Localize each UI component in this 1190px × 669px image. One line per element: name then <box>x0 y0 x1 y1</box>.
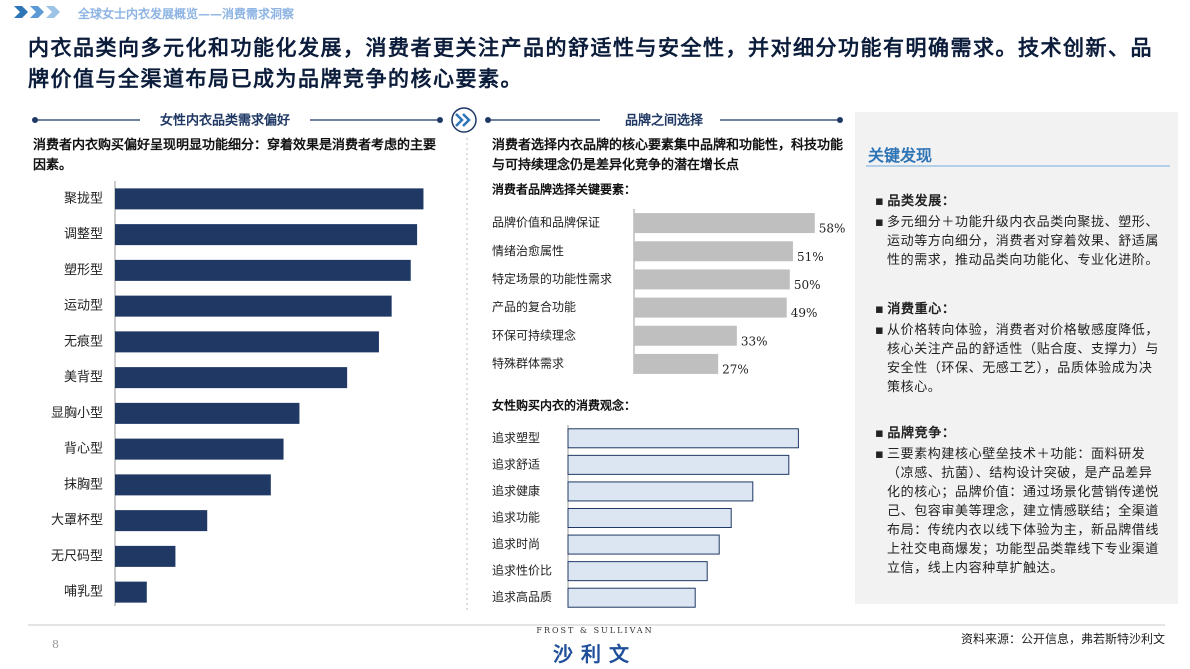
source: 资料来源：公开信息，弗若斯特沙利文 <box>960 632 1165 646</box>
bar <box>115 474 271 496</box>
bar <box>115 510 208 532</box>
finding-text: 三要素构建核心壁垒技术＋功能：面料研发（凉感、抗菌）、结构设计突破，是产品差异化… <box>875 445 1165 578</box>
logo-en: FROST & SULLIVAN <box>536 626 654 635</box>
bar <box>567 587 696 608</box>
panel-subtitle: 消费者选择内衣品牌的核心要素集中品牌和功能性，科技功能与可持续理念仍是差异化竞争… <box>492 138 844 173</box>
finding-heading: 品类发展： <box>875 192 1165 211</box>
bar <box>634 241 793 262</box>
bar <box>634 325 737 346</box>
category-label: 显胸小型 <box>51 406 103 421</box>
category-label: 追求高品质 <box>492 589 552 604</box>
value-label: 33% <box>741 334 768 348</box>
bar <box>115 438 284 460</box>
bar <box>115 224 418 246</box>
panel-subtitle: 消费者内衣购买偏好呈现明显功能细分：穿着效果是消费者考虑的主要因素。 <box>33 138 437 173</box>
value-label: 49% <box>791 306 818 320</box>
bar <box>634 213 815 234</box>
finding: 消费重心： 从价格转向体验，消费者对价格敏感度降低，核心关注产品的舒适性（贴合度… <box>875 300 1165 397</box>
category-label: 追求功能 <box>492 510 540 525</box>
headline: 内衣品类向多元化和功能化发展，消费者更关注产品的舒适性与安全性，并对细分功能有明… <box>28 35 1153 91</box>
logo-cn: 沙利文 <box>553 642 637 666</box>
category-label: 背心型 <box>64 442 103 457</box>
category-label: 追求时尚 <box>492 536 540 551</box>
value-label: 51% <box>797 250 824 264</box>
panel-header-bg <box>600 110 720 130</box>
bar <box>567 428 799 449</box>
category-label: 追求健康 <box>492 483 540 498</box>
category-label: 情绪治愈属性 <box>492 243 564 258</box>
bar <box>634 353 719 374</box>
bar <box>115 402 300 424</box>
arrow-icon <box>451 107 477 133</box>
page-number: 8 <box>52 638 59 651</box>
bar <box>115 367 348 389</box>
value-label: 50% <box>794 278 821 292</box>
bar <box>567 481 754 502</box>
bar <box>115 581 147 603</box>
category-label: 追求塑型 <box>492 430 540 445</box>
panel-header-dot <box>32 117 843 123</box>
value-label: 58% <box>819 222 846 236</box>
category-label: 追求舒适 <box>492 456 540 471</box>
finding-text: 从价格转向体验，消费者对价格敏感度降低，核心关注产品的舒适性（贴合度、支撑力）与… <box>875 321 1165 397</box>
category-label: 无尺码型 <box>51 549 103 564</box>
finding: 品牌竞争： 三要素构建核心壁垒技术＋功能：面料研发（凉感、抗菌）、结构设计突破，… <box>875 424 1165 578</box>
bar <box>115 259 411 281</box>
finding-text: 多元细分＋功能升级内衣品类向聚拢、塑形、运动等方向细分，消费者对穿着效果、舒适属… <box>875 213 1165 270</box>
category-label: 品牌价值和品牌保证 <box>492 215 600 230</box>
chart-title: 消费者品牌选择关键要素： <box>492 182 636 197</box>
value-label: 27% <box>722 362 749 376</box>
findings-title: 关键发现 <box>868 146 933 165</box>
bar <box>115 295 392 317</box>
finding-heading: 品牌竞争： <box>875 424 1165 443</box>
panel-title: 品牌之间选择 <box>625 113 704 129</box>
bar <box>567 534 720 555</box>
category-label: 环保可持续理念 <box>492 327 576 342</box>
panel-title: 女性内衣品类需求偏好 <box>160 113 290 129</box>
category-label: 塑形型 <box>64 263 103 278</box>
category-label: 调整型 <box>64 227 103 242</box>
category-label: 追求性价比 <box>492 563 552 578</box>
breadcrumb-icon <box>14 6 60 18</box>
category-label: 产品的复合功能 <box>492 299 576 314</box>
arrow-icon <box>455 113 471 127</box>
category-label: 运动型 <box>64 299 103 314</box>
category-label: 美背型 <box>64 370 103 385</box>
category-label: 哺乳型 <box>64 585 103 600</box>
bar <box>567 561 708 582</box>
bar <box>634 269 790 290</box>
category-label: 特定场景的功能性需求 <box>492 271 612 286</box>
bar <box>567 454 790 475</box>
category-label: 聚拢型 <box>64 191 103 206</box>
bar <box>115 331 379 353</box>
category-label: 无痕型 <box>64 333 103 349</box>
finding: 品类发展： 多元细分＋功能升级内衣品类向聚拢、塑形、运动等方向细分，消费者对穿着… <box>875 192 1165 270</box>
category-label: 抹胸型 <box>64 477 103 492</box>
category-label: 特殊群体需求 <box>492 355 564 370</box>
panel-header-bg <box>140 110 310 130</box>
bar <box>115 545 176 567</box>
finding-heading: 消费重心： <box>875 300 1165 319</box>
chart-title: 女性购买内衣的消费观念： <box>492 398 636 413</box>
bar <box>567 508 732 528</box>
bar <box>115 188 424 210</box>
breadcrumb: 全球女士内衣发展概览——消费需求洞察 <box>78 7 295 21</box>
bar <box>634 297 787 318</box>
category-label: 大罩杯型 <box>51 513 103 528</box>
